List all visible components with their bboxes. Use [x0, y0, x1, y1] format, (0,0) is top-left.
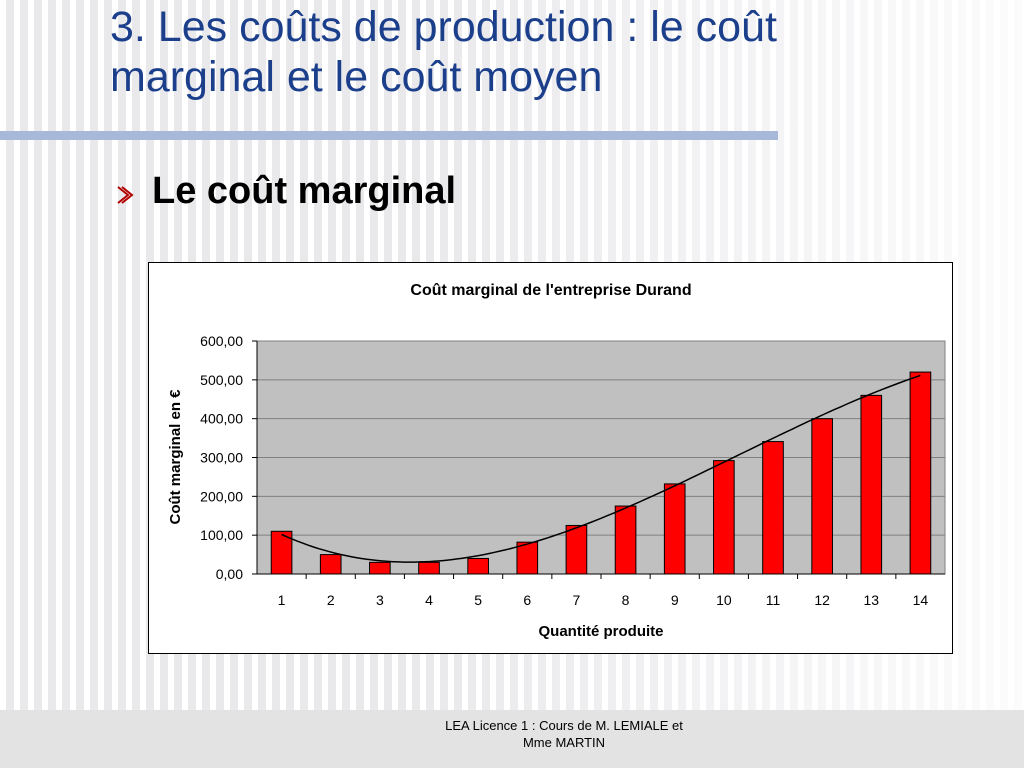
y-tick-label: 100,00 [200, 527, 243, 543]
bar [565, 524, 588, 575]
y-tick-label: 0,00 [216, 566, 243, 582]
x-tick-label: 7 [573, 592, 581, 608]
bar [614, 505, 637, 575]
slide-title-line-1: 3. Les coûts de production : le coût [110, 3, 777, 51]
slide-subtitle: Le coût marginal [152, 170, 457, 212]
slide-title: 3. Les coûts de production : le coût mar… [110, 2, 1000, 102]
x-axis-label: Quantité produite [539, 623, 664, 640]
x-axis-ticks: 1 2 3 4 5 6 7 8 9 10 11 12 13 14 [278, 574, 929, 608]
footer-band [0, 710, 1024, 768]
trend-line [281, 374, 921, 563]
chart-title: Coût marginal de l'entreprise Durand [410, 282, 691, 299]
slide-title-line-2: marginal et le coût moyen [110, 53, 603, 101]
bar [811, 418, 833, 575]
footer-text: LEA Licence 1 : Cours de M. LEMIALE et M… [400, 717, 728, 751]
chevron-right-icon [117, 186, 134, 204]
bar [516, 541, 539, 575]
y-tick-label: 300,00 [200, 450, 243, 466]
x-tick-label: 14 [913, 592, 929, 608]
y-tick-label: 600,00 [200, 333, 243, 349]
bar [663, 483, 686, 575]
footer-line-2: Mme MARTIN [522, 735, 606, 750]
footer-line-1: LEA Licence 1 : Cours de M. LEMIALE et [445, 718, 683, 733]
bar [860, 394, 883, 575]
x-tick-label: 1 [278, 592, 286, 608]
bar [319, 554, 342, 575]
x-tick-label: 6 [523, 592, 531, 608]
x-tick-label: 3 [376, 592, 384, 608]
y-axis-ticks: 0,00 100,00 200,00 300,00 400,00 500,00 600,00 [200, 333, 257, 582]
y-tick-label: 200,00 [200, 488, 243, 504]
bar [713, 460, 735, 575]
bars [270, 371, 932, 575]
bar [369, 561, 391, 575]
marginal-cost-chart: Coût marginal de l'entreprise Durand 0,0… [167, 282, 946, 640]
x-tick-label: 4 [425, 592, 433, 608]
x-tick-label: 10 [716, 592, 732, 608]
x-tick-label: 2 [327, 592, 335, 608]
bar [467, 557, 489, 575]
y-tick-label: 500,00 [200, 372, 243, 388]
x-tick-label: 12 [814, 592, 830, 608]
x-tick-label: 8 [622, 592, 630, 608]
y-tick-label: 400,00 [200, 411, 243, 427]
x-tick-label: 9 [671, 592, 679, 608]
y-axis-label: Coût marginal en € [167, 389, 184, 525]
x-tick-label: 13 [863, 592, 879, 608]
bar [418, 561, 440, 575]
bar [762, 441, 784, 575]
title-rule [0, 131, 778, 140]
x-tick-label: 5 [474, 592, 482, 608]
bar [909, 371, 932, 575]
chart-container: Coût marginal de l'entreprise Durand 0,0… [148, 262, 953, 654]
x-tick-label: 11 [766, 592, 781, 608]
